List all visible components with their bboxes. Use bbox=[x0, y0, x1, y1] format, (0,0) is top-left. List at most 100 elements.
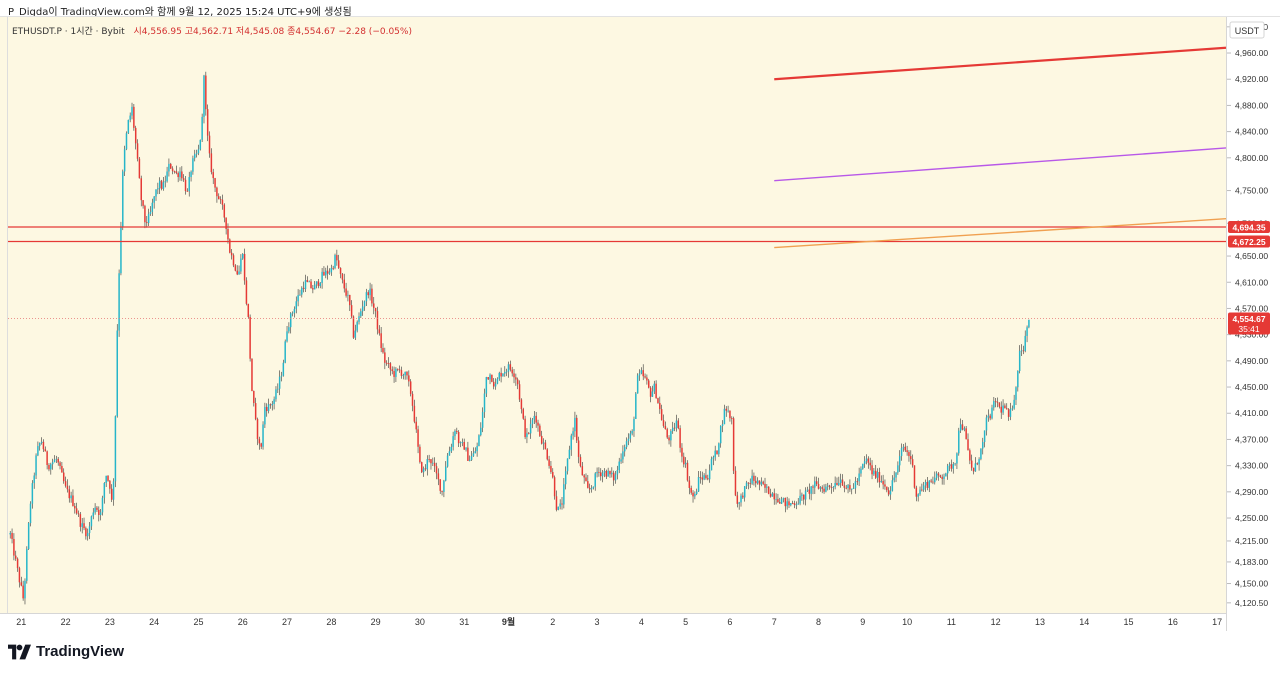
candle-body bbox=[433, 462, 436, 467]
candle-body bbox=[444, 466, 447, 481]
x-tick-label: 3 bbox=[595, 617, 600, 627]
candle-body bbox=[934, 477, 936, 483]
candle-body bbox=[53, 459, 56, 463]
candle-body bbox=[470, 456, 473, 460]
candle-body bbox=[963, 428, 966, 430]
candle-body bbox=[77, 513, 80, 515]
candle-body bbox=[919, 489, 921, 495]
candle-body bbox=[210, 153, 213, 173]
candle-body bbox=[312, 288, 314, 290]
candle-body bbox=[540, 435, 543, 444]
candle-body bbox=[948, 464, 951, 466]
candle-body bbox=[109, 480, 111, 489]
candle-body bbox=[62, 472, 65, 482]
candle-body bbox=[803, 494, 805, 500]
currency-button[interactable]: USDT bbox=[1229, 21, 1265, 39]
candle-body bbox=[880, 481, 883, 483]
candle-body bbox=[265, 406, 268, 411]
trend-line-orange[interactable] bbox=[774, 218, 1227, 249]
candle-body bbox=[365, 292, 368, 302]
trend-line-purple[interactable] bbox=[774, 147, 1227, 182]
price-axis[interactable]: 5,000.004,960.004,920.004,880.004,840.00… bbox=[1227, 22, 1270, 608]
candle-body bbox=[389, 363, 392, 370]
candle-body bbox=[989, 415, 991, 419]
candle-body bbox=[107, 475, 109, 481]
x-tick-label: 10 bbox=[902, 617, 912, 627]
candle-body bbox=[922, 485, 925, 490]
candle-body bbox=[978, 459, 980, 465]
candle-body bbox=[74, 506, 76, 509]
currency-label: USDT bbox=[1235, 26, 1260, 36]
candle-body bbox=[205, 75, 207, 110]
candle-body bbox=[714, 450, 716, 458]
candle-body bbox=[157, 188, 159, 190]
candle-body bbox=[448, 451, 451, 456]
candle-body bbox=[454, 430, 456, 437]
level-price-tag[interactable]: 4,672.25 bbox=[1228, 235, 1270, 248]
time-axis-background bbox=[0, 613, 1227, 631]
x-tick-label: 14 bbox=[1079, 617, 1089, 627]
candle-body bbox=[269, 404, 272, 406]
level-price-tag-box bbox=[1228, 221, 1270, 234]
candle-body bbox=[345, 288, 347, 296]
candle-body bbox=[361, 306, 364, 312]
candle-body bbox=[264, 406, 266, 425]
candle-body bbox=[727, 410, 729, 412]
chart-area[interactable]: 5,000.004,960.004,920.004,880.004,840.00… bbox=[0, 17, 1280, 631]
legend-symbol: ETHUSDT.P · 1시간 · Bybit bbox=[12, 27, 125, 37]
candle-body bbox=[904, 446, 907, 451]
candle-body bbox=[1006, 408, 1008, 410]
candle-body bbox=[686, 462, 689, 481]
candle-body bbox=[330, 267, 333, 273]
trend-line-red[interactable] bbox=[774, 46, 1227, 81]
tradingview-brand[interactable]: TradingView bbox=[8, 643, 124, 660]
candle-body bbox=[430, 459, 432, 464]
candle-body bbox=[166, 171, 168, 182]
candle-body bbox=[289, 313, 292, 328]
candle-body bbox=[371, 288, 373, 304]
candle-body bbox=[308, 281, 310, 283]
candle-body bbox=[24, 580, 26, 599]
candle-body bbox=[343, 279, 345, 289]
symbol-legend[interactable]: ETHUSDT.P · 1시간 · Bybit 시4,556.95 고4,562… bbox=[12, 24, 412, 37]
candle-body bbox=[26, 549, 28, 581]
time-axis[interactable]: 21 22 23 24 25 26 27 28 29 30 31 9월 2 3 4 5 6 7 8 9 10 11 12 13… bbox=[16, 616, 1222, 627]
candle-body bbox=[208, 135, 211, 154]
x-tick-label: 15 bbox=[1124, 617, 1134, 627]
caption-divider bbox=[0, 16, 1280, 17]
candle-body bbox=[483, 393, 486, 413]
candle-body bbox=[814, 481, 816, 488]
candle-body bbox=[559, 503, 561, 507]
candle-body bbox=[267, 404, 270, 411]
candle-body bbox=[710, 458, 713, 471]
candle-body bbox=[771, 493, 774, 497]
candle-body bbox=[577, 440, 580, 457]
candle-body bbox=[83, 523, 85, 529]
candle-body bbox=[509, 364, 512, 370]
price-chart[interactable]: 5,000.004,960.004,920.004,880.004,840.00… bbox=[0, 17, 1280, 631]
candle-body bbox=[812, 486, 814, 488]
candle-body bbox=[828, 485, 831, 488]
candle-body bbox=[441, 490, 443, 492]
candle-body bbox=[528, 433, 530, 435]
candle-body bbox=[657, 398, 659, 403]
candle-body bbox=[764, 483, 766, 488]
candle-body bbox=[921, 489, 923, 491]
candle-body bbox=[524, 418, 526, 438]
candle-body bbox=[607, 470, 609, 477]
candle-body bbox=[618, 461, 620, 471]
candle-body bbox=[579, 456, 582, 467]
candle-body bbox=[898, 456, 901, 466]
candle-body bbox=[928, 480, 930, 488]
candle-body bbox=[1018, 350, 1021, 371]
candle-body bbox=[393, 371, 395, 377]
candle-body bbox=[452, 436, 454, 447]
candle-body bbox=[44, 449, 47, 452]
candle-body bbox=[170, 163, 172, 169]
candle-body bbox=[337, 260, 340, 268]
x-tick-label: 4 bbox=[639, 617, 644, 627]
candle-body bbox=[498, 372, 501, 379]
candle-body bbox=[996, 401, 999, 403]
level-price-tag[interactable]: 4,694.35 bbox=[1228, 221, 1270, 234]
